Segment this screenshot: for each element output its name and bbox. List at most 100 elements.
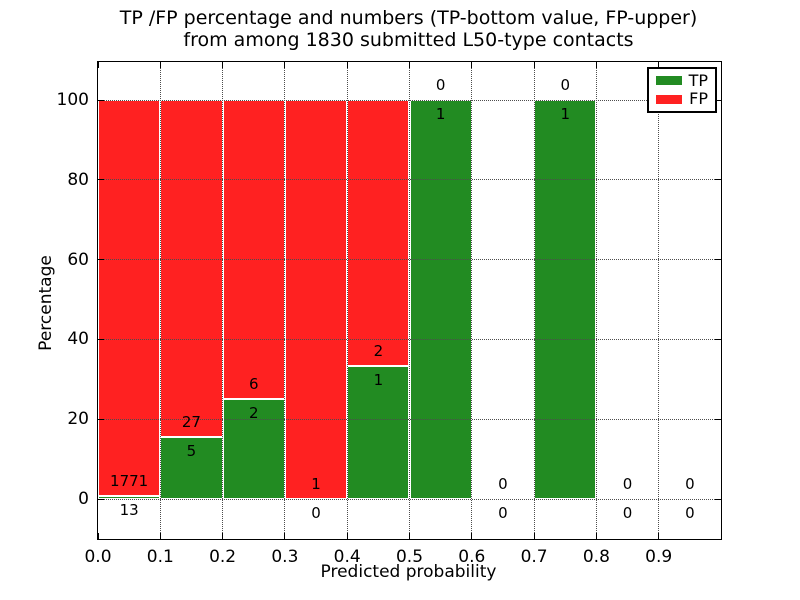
- x-tick-mark-top: [346, 62, 348, 68]
- y-tick-mark: [98, 179, 104, 181]
- fp-count-label: 0: [622, 475, 633, 493]
- fp-count-label: 27: [181, 412, 201, 431]
- x-tick-mark-top: [595, 62, 597, 68]
- tp-count-label: 5: [186, 441, 197, 460]
- y-tick-mark-right: [715, 259, 721, 261]
- gridline-v: [658, 62, 660, 539]
- y-tick-mark-right: [715, 498, 721, 500]
- chart-title: TP /FP percentage and numbers (TP-bottom…: [97, 7, 720, 51]
- legend-item-tp: TP: [656, 70, 708, 90]
- x-axis-label: Predicted probability: [320, 562, 497, 582]
- chart-title-line1: TP /FP percentage and numbers (TP-bottom…: [119, 7, 698, 29]
- x-tick-mark: [97, 533, 99, 539]
- x-tick-label: 0.1: [146, 547, 174, 567]
- x-tick-mark: [284, 533, 286, 539]
- bar-tp-segment: [534, 100, 597, 499]
- tp-count-label: 0: [311, 504, 321, 522]
- x-tick-label: 0.5: [395, 547, 424, 567]
- x-tick-mark: [346, 533, 348, 539]
- legend-label-tp: TP: [688, 70, 708, 90]
- x-tick-mark-top: [159, 62, 161, 68]
- x-tick-label: 0.7: [520, 547, 548, 567]
- bar-fp-segment: [222, 100, 285, 400]
- fp-count-label: 0: [498, 475, 508, 493]
- y-tick-label: 0: [78, 489, 89, 509]
- x-tick-mark: [471, 533, 473, 539]
- y-tick-mark: [98, 259, 104, 261]
- x-tick-mark-top: [409, 62, 410, 68]
- gridline-v: [409, 62, 410, 539]
- y-tick-label: 80: [67, 169, 89, 190]
- x-tick-mark: [222, 533, 224, 539]
- x-tick-mark-top: [97, 62, 99, 68]
- chart-title-line2: from among 1830 submitted L50-type conta…: [183, 29, 634, 51]
- x-tick-mark-top: [284, 62, 286, 68]
- x-tick-label: 0.9: [645, 547, 673, 567]
- gridline-v: [471, 62, 473, 539]
- bar-tp-segment: [409, 100, 472, 499]
- bar-fp-segment: [98, 100, 161, 497]
- legend-item-fp: FP: [656, 91, 708, 107]
- fp-count-label: 0: [685, 475, 695, 493]
- y-tick-label: 60: [67, 249, 89, 270]
- y-tick-label: 20: [67, 409, 89, 430]
- tp-count-label: 2: [248, 404, 259, 423]
- tp-count-label: 1: [560, 105, 571, 123]
- y-axis-label: Percentage: [36, 255, 56, 351]
- fp-count-label: 0: [435, 76, 446, 94]
- gridline-v: [595, 62, 597, 539]
- fp-count-label: 6: [248, 375, 259, 394]
- x-tick-mark: [658, 533, 660, 539]
- plot-area: TP FP 0.0 0.1 0.2 0.3 0.4 0.5 0.6 0.7 0.8 0.9 0 20 4…: [57, 61, 722, 567]
- y-tick-label: 40: [67, 329, 89, 350]
- x-tick-mark-top: [658, 62, 660, 68]
- bar-fp-segment: [347, 100, 410, 366]
- tp-count-label: 0: [685, 504, 695, 522]
- y-tick-mark: [98, 99, 104, 101]
- gridline-v: [159, 62, 161, 539]
- legend-swatch-tp: [656, 76, 682, 86]
- y-tick-label: 100: [56, 90, 89, 110]
- x-tick-label: 0.4: [333, 547, 361, 567]
- x-tick-mark-top: [222, 62, 224, 68]
- y-tick-mark-right: [715, 99, 721, 101]
- x-tick-mark-top: [533, 62, 535, 68]
- y-tick-mark-right: [715, 338, 721, 340]
- y-tick-mark: [98, 498, 104, 500]
- bar-fp-segment: [160, 100, 223, 437]
- fp-count-label: 2: [373, 342, 384, 360]
- bar-fp-segment: [284, 100, 348, 499]
- x-tick-mark: [409, 533, 410, 539]
- tp-count-label: 1: [373, 371, 384, 389]
- x-tick-mark: [533, 533, 535, 539]
- x-tick-label: 0.0: [84, 547, 112, 567]
- x-tick-mark-top: [471, 62, 473, 68]
- fp-count-label: 1: [311, 475, 321, 493]
- tp-count-label: 13: [119, 501, 139, 520]
- x-tick-label: 0.6: [458, 547, 486, 567]
- x-tick-label: 0.3: [271, 547, 299, 567]
- gridline-v: [222, 62, 224, 539]
- bar-tp-segment: [160, 436, 223, 499]
- legend-label-fp: FP: [689, 89, 708, 109]
- tp-count-label: 1: [435, 105, 446, 123]
- gridline-v: [284, 62, 286, 539]
- bar-tp-segment: [347, 366, 410, 499]
- y-tick-mark-right: [715, 418, 721, 420]
- tp-count-label: 0: [622, 504, 633, 522]
- tp-count-label: 0: [498, 504, 508, 522]
- gridline-v: [533, 62, 535, 539]
- x-tick-label: 0.8: [582, 547, 610, 567]
- y-tick-mark: [98, 338, 104, 340]
- fp-count-label: 1771: [110, 472, 149, 491]
- x-tick-mark: [159, 533, 161, 539]
- y-tick-mark: [98, 418, 104, 420]
- legend-swatch-fp: [656, 94, 682, 104]
- bar-tp-segment: [222, 399, 285, 499]
- legend-box: TP FP: [647, 67, 717, 113]
- gridline-v: [346, 62, 348, 539]
- fp-count-label: 0: [560, 76, 571, 94]
- x-tick-mark: [595, 533, 597, 539]
- x-tick-label: 0.2: [209, 547, 237, 567]
